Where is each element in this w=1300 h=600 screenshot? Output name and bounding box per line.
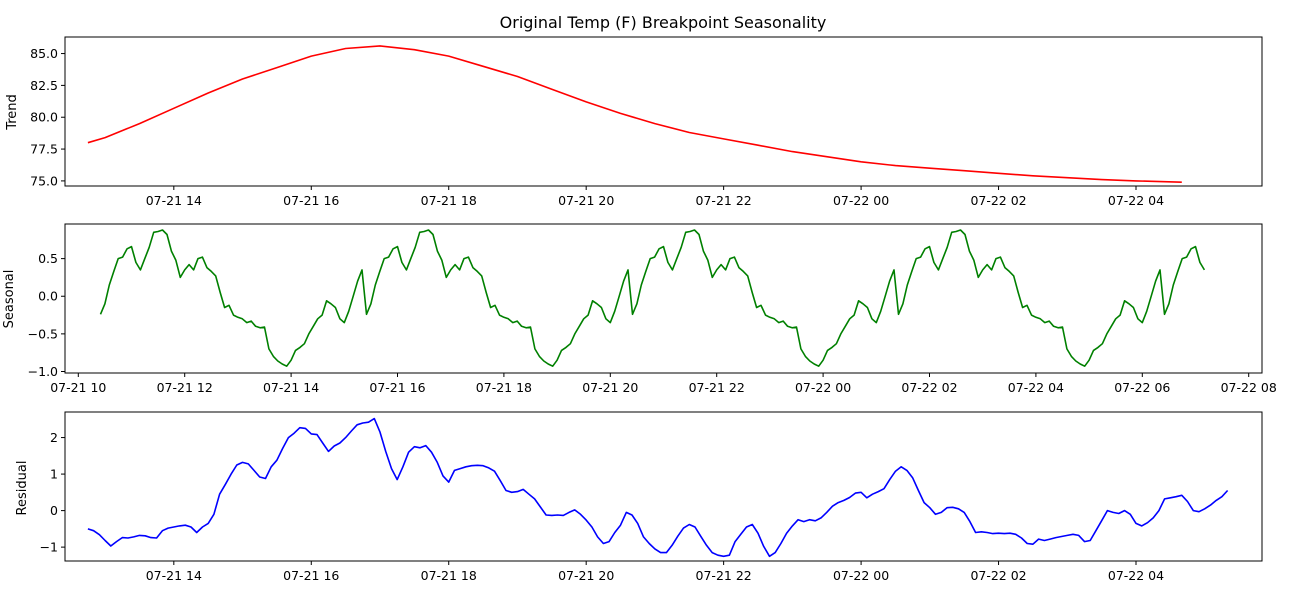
residual-ylabel: Residual [15,461,30,516]
seasonal-ytick-label: 0.0 [38,289,58,304]
seasonal-xtick-label: 07-22 02 [901,380,957,395]
seasonal-plot: −1.0 −0.5 0.0 0.5 07-21 10 07-21 12 07-21 14 07… [28,229,1277,395]
trend-xtick-label: 07-22 02 [970,193,1026,208]
seasonal-ylabel: Seasonal [2,270,17,329]
seasonal-xtick-label: 07-22 08 [1221,380,1277,395]
trend-series-line [87,45,1182,183]
seasonal-xtick-label: 07-22 06 [1114,380,1170,395]
residual-frame [64,411,1263,562]
residual-xtick-label: 07-22 04 [1108,568,1164,583]
residual-ytick-label: −1 [40,540,58,555]
seasonal-xtick-label: 07-21 22 [689,380,745,395]
seasonal-xtick-label: 07-21 14 [263,380,319,395]
seasonal-ytick-label: −1.0 [28,364,58,379]
trend-ytick-label: 85.0 [30,46,58,61]
residual-xtick-label: 07-21 18 [421,568,477,583]
trend-xtick-label: 07-21 16 [283,193,339,208]
residual-xtick-label: 07-21 16 [283,568,339,583]
trend-frame [64,36,1263,187]
trend-ytick-label: 75.0 [30,173,58,188]
seasonal-frame [64,223,1263,374]
seasonal-xtick-label: 07-21 10 [50,380,106,395]
trend-ytick-label: 82.5 [30,78,58,93]
seasonal-xtick-label: 07-22 00 [795,380,851,395]
trend-ytick-label: 77.5 [30,142,58,157]
residual-series-line [87,417,1229,558]
seasonal-xtick-label: 07-21 18 [476,380,532,395]
seasonal-ytick-label: −0.5 [28,326,58,341]
residual-xtick-label: 07-21 22 [696,568,752,583]
trend-xtick-label: 07-21 22 [696,193,752,208]
seasonal-panel: Seasonal −1.0 −0.5 0.0 0.5 07-21 10 07-21 12 0… [2,223,1277,395]
residual-xtick-label: 07-21 14 [146,568,202,583]
trend-xtick-label: 07-22 04 [1108,193,1164,208]
seasonal-xtick-label: 07-22 04 [1008,380,1064,395]
trend-ylabel: Trend [5,94,20,131]
seasonal-ytick-label: 0.5 [38,251,58,266]
residual-ytick-label: 2 [50,430,58,445]
residual-ytick-label: 1 [50,467,58,482]
seasonal-xtick-label: 07-21 12 [157,380,213,395]
trend-plot: 75.0 77.5 80.0 82.5 85.0 07-21 14 07-21 16 07-2… [30,45,1182,208]
trend-xtick-label: 07-22 00 [833,193,889,208]
trend-panel: Trend 75.0 77.5 80.0 82.5 85.0 07-21 14 07-21 … [5,36,1263,208]
residual-ytick-label: 0 [50,503,58,518]
trend-xtick-label: 07-21 18 [421,193,477,208]
figure-title: Original Temp (F) Breakpoint Seasonality [500,13,827,32]
residual-xtick-label: 07-21 20 [558,568,614,583]
trend-ytick-label: 80.0 [30,110,58,125]
seasonal-series-line [99,229,1206,367]
residual-xtick-label: 07-22 00 [833,568,889,583]
residual-panel: Residual −1 0 1 2 07-21 14 07-21 16 07-21 18 07… [15,411,1263,583]
trend-xtick-label: 07-21 20 [558,193,614,208]
seasonal-xtick-label: 07-21 20 [582,380,638,395]
seasonal-xtick-label: 07-21 16 [369,380,425,395]
residual-plot: −1 0 1 2 07-21 14 07-21 16 07-21 18 07-21 20 07-… [40,417,1229,583]
residual-xtick-label: 07-22 02 [970,568,1026,583]
trend-xtick-label: 07-21 14 [146,193,202,208]
